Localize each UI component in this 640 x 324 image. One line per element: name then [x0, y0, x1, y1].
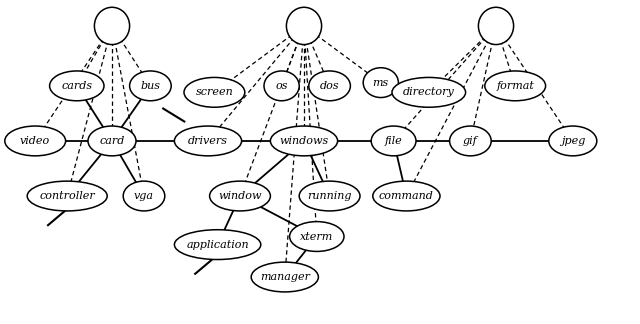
Text: screen: screen — [196, 87, 233, 97]
Ellipse shape — [95, 7, 129, 44]
Ellipse shape — [270, 126, 338, 156]
Text: os: os — [275, 81, 288, 91]
Ellipse shape — [210, 181, 270, 211]
Text: video: video — [20, 136, 51, 146]
Ellipse shape — [548, 126, 596, 156]
Text: windows: windows — [280, 136, 328, 146]
Text: bus: bus — [140, 81, 161, 91]
Text: command: command — [379, 191, 434, 201]
Ellipse shape — [264, 71, 300, 101]
Ellipse shape — [485, 71, 545, 101]
Ellipse shape — [252, 262, 319, 292]
Text: controller: controller — [39, 191, 95, 201]
Text: ms: ms — [372, 78, 389, 87]
Ellipse shape — [363, 68, 398, 98]
Ellipse shape — [308, 71, 351, 101]
Text: drivers: drivers — [188, 136, 228, 146]
Text: cards: cards — [61, 81, 92, 91]
Text: directory: directory — [403, 87, 454, 97]
Ellipse shape — [300, 181, 360, 211]
Text: gif: gif — [463, 136, 478, 146]
Text: window: window — [218, 191, 262, 201]
Text: vga: vga — [134, 191, 154, 201]
Ellipse shape — [175, 230, 261, 260]
Ellipse shape — [50, 71, 104, 101]
Ellipse shape — [129, 71, 172, 101]
Ellipse shape — [372, 181, 440, 211]
Text: jpeg: jpeg — [561, 136, 585, 146]
Ellipse shape — [392, 77, 466, 107]
Ellipse shape — [123, 181, 165, 211]
Text: running: running — [307, 191, 352, 201]
Text: dos: dos — [320, 81, 339, 91]
Ellipse shape — [479, 7, 514, 44]
Ellipse shape — [184, 77, 245, 107]
Ellipse shape — [290, 222, 344, 251]
Ellipse shape — [371, 126, 416, 156]
Text: xterm: xterm — [300, 232, 333, 241]
Text: file: file — [385, 136, 403, 146]
Ellipse shape — [28, 181, 108, 211]
Ellipse shape — [88, 126, 136, 156]
Ellipse shape — [174, 126, 242, 156]
Ellipse shape — [287, 7, 322, 44]
Text: manager: manager — [260, 272, 310, 282]
Text: format: format — [496, 81, 534, 91]
Ellipse shape — [5, 126, 65, 156]
Text: card: card — [99, 136, 125, 146]
Text: application: application — [186, 240, 249, 249]
Ellipse shape — [449, 126, 492, 156]
